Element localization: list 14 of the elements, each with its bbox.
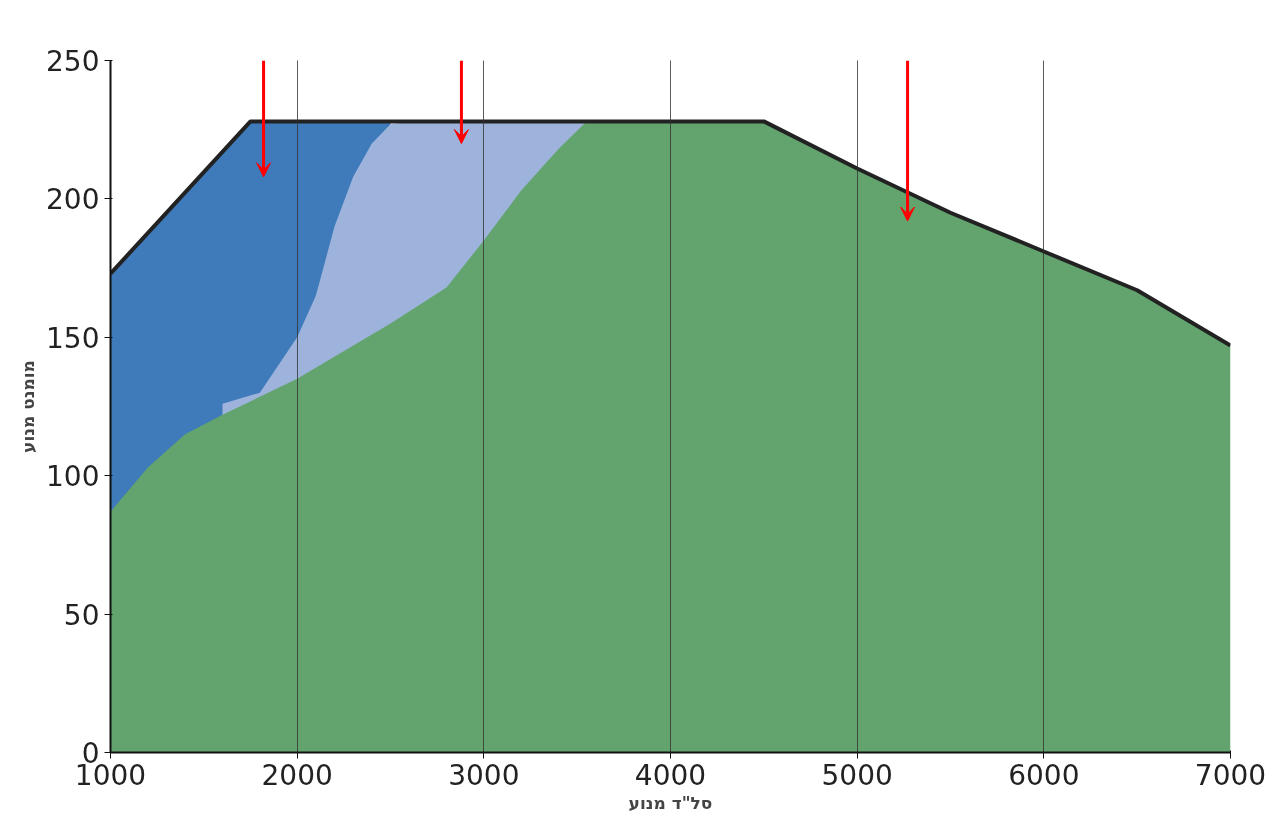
x-tick-label: 3000 <box>448 758 520 792</box>
x-tick-label: 6000 <box>1008 758 1080 792</box>
x-tick-label: 2000 <box>261 758 333 792</box>
y-tick-label: 150 <box>46 321 100 355</box>
y-tick-label: 100 <box>46 460 100 494</box>
x-tick-label: 4000 <box>634 758 707 792</box>
x-tick-label: 7000 <box>1194 758 1267 792</box>
y-tick-label: 50 <box>63 598 100 632</box>
y-tick-label: 200 <box>46 183 100 217</box>
x-axis-title: סל"ד מנוע <box>628 792 713 813</box>
x-tick-label: 5000 <box>821 758 893 792</box>
line-series <box>110 119 1231 348</box>
y-tick-label: 250 <box>46 45 100 78</box>
y-axis-title: מומנט מנוע <box>18 360 39 453</box>
